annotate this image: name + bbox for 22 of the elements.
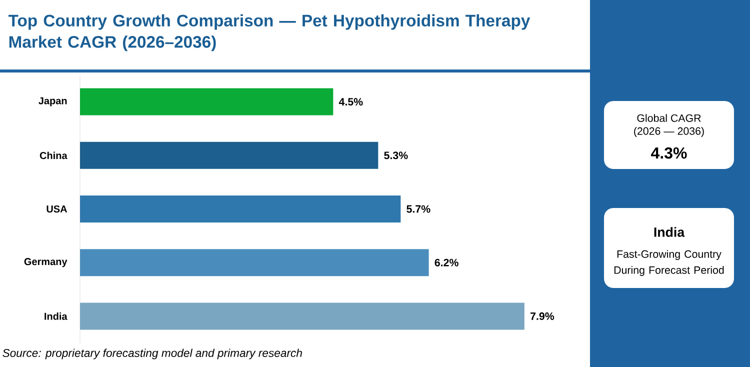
bar (80, 195, 401, 222)
data-label: 5.7% (406, 205, 430, 213)
text: 4.3% (651, 147, 687, 159)
chart-title: Top Country Growth Comparison — Pet Hypothyroidism Therapy Market CAGR (2026–2036) (8, 14, 530, 52)
source-note: Source: proprietary forecasting model and primary research (2, 348, 302, 360)
text: Fast-Growing Country During Forecast Period (614, 250, 724, 276)
text: (2026 — 2036) (634, 127, 704, 137)
y-tick-label: India (44, 312, 68, 320)
data-label: 4.5% (338, 98, 363, 106)
y-tick-label: Japan (38, 97, 67, 106)
data-label: 7.9% (530, 312, 554, 320)
text: India (654, 227, 685, 237)
text: Global CAGR (637, 114, 701, 122)
data-label: 5.3% (384, 152, 408, 160)
bar (80, 302, 524, 330)
y-tick-label: Germany (24, 258, 68, 268)
y-tick-label: China (40, 152, 68, 160)
bar (80, 142, 378, 169)
bar (80, 88, 334, 116)
data-label: 6.2% (434, 258, 458, 266)
bar (80, 249, 429, 276)
y-tick-label: USA (46, 205, 68, 213)
